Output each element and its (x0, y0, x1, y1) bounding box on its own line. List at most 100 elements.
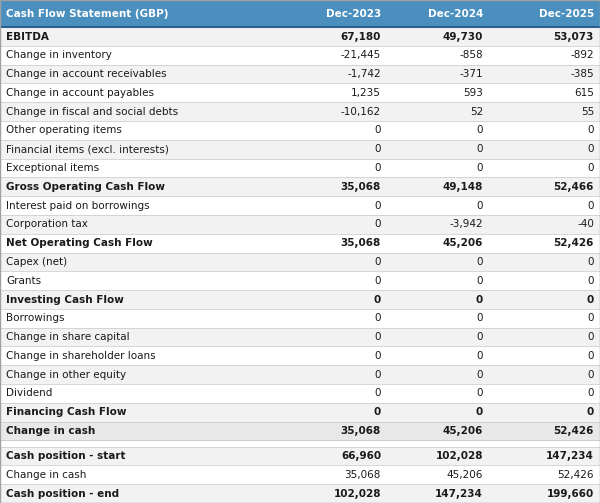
Bar (0, 158, 600, 178)
Text: 45,206: 45,206 (443, 426, 483, 436)
Text: EBITDA: EBITDA (6, 32, 49, 42)
Text: 0: 0 (374, 294, 381, 304)
Text: Change in fiscal and social debts: Change in fiscal and social debts (6, 107, 178, 117)
Bar (0, 215, 600, 234)
Text: Other operating items: Other operating items (6, 125, 122, 135)
Bar (0, 65, 600, 83)
Bar (0, 403, 600, 422)
Bar (0, 290, 600, 309)
Bar (0, 83, 600, 102)
Text: 0: 0 (374, 351, 381, 361)
Text: 0: 0 (374, 125, 381, 135)
Text: 52,426: 52,426 (554, 426, 594, 436)
Text: 35,068: 35,068 (344, 470, 381, 480)
Text: Cash position - end: Cash position - end (6, 488, 119, 498)
Text: 0: 0 (587, 351, 594, 361)
Text: 45,206: 45,206 (443, 238, 483, 248)
Bar (0, 271, 600, 290)
Text: Financial items (excl. interests): Financial items (excl. interests) (6, 144, 169, 154)
Text: Capex (net): Capex (net) (6, 257, 67, 267)
Text: Change in share capital: Change in share capital (6, 332, 130, 342)
Text: 0: 0 (476, 370, 483, 380)
Text: 199,660: 199,660 (547, 488, 594, 498)
Text: 0: 0 (587, 388, 594, 398)
Text: 49,730: 49,730 (443, 32, 483, 42)
Text: 45,206: 45,206 (446, 470, 483, 480)
Bar (0, 0, 600, 27)
Text: 0: 0 (374, 332, 381, 342)
Text: Change in cash: Change in cash (6, 426, 95, 436)
Bar (0, 365, 600, 384)
Text: Dec-2025: Dec-2025 (539, 9, 594, 19)
Text: Gross Operating Cash Flow: Gross Operating Cash Flow (6, 182, 165, 192)
Text: 0: 0 (374, 163, 381, 173)
Text: -371: -371 (460, 69, 483, 79)
Text: 0: 0 (374, 219, 381, 229)
Text: 0: 0 (587, 294, 594, 304)
Text: -1,742: -1,742 (347, 69, 381, 79)
Text: Change in inventory: Change in inventory (6, 50, 112, 60)
Bar (0, 441, 600, 447)
Text: 0: 0 (374, 407, 381, 417)
Text: Cash position - start: Cash position - start (6, 451, 125, 461)
Text: Change in account receivables: Change in account receivables (6, 69, 167, 79)
Text: 0: 0 (374, 144, 381, 154)
Text: 0: 0 (374, 388, 381, 398)
Bar (0, 234, 600, 253)
Bar (0, 384, 600, 403)
Text: 66,960: 66,960 (341, 451, 381, 461)
Text: Net Operating Cash Flow: Net Operating Cash Flow (6, 238, 153, 248)
Text: 0: 0 (587, 370, 594, 380)
Text: Dividend: Dividend (6, 388, 52, 398)
Text: 0: 0 (587, 163, 594, 173)
Text: 0: 0 (587, 125, 594, 135)
Text: Dec-2023: Dec-2023 (326, 9, 381, 19)
Text: Change in shareholder loans: Change in shareholder loans (6, 351, 155, 361)
Text: 52: 52 (470, 107, 483, 117)
Text: 0: 0 (476, 294, 483, 304)
Text: 0: 0 (476, 388, 483, 398)
Text: Borrowings: Borrowings (6, 313, 65, 323)
Bar (0, 465, 600, 484)
Text: 147,234: 147,234 (435, 488, 483, 498)
Text: 0: 0 (476, 407, 483, 417)
Text: -3,942: -3,942 (449, 219, 483, 229)
Text: Corporation tax: Corporation tax (6, 219, 88, 229)
Text: -385: -385 (571, 69, 594, 79)
Text: 0: 0 (374, 370, 381, 380)
Text: 52,466: 52,466 (554, 182, 594, 192)
Text: 0: 0 (587, 276, 594, 286)
Text: 53,073: 53,073 (554, 32, 594, 42)
Text: 0: 0 (476, 313, 483, 323)
Text: 147,234: 147,234 (546, 451, 594, 461)
Text: Change in account payables: Change in account payables (6, 88, 154, 98)
Text: 102,028: 102,028 (334, 488, 381, 498)
Text: 52,426: 52,426 (557, 470, 594, 480)
Bar (0, 422, 600, 441)
Text: Change in other equity: Change in other equity (6, 370, 126, 380)
Text: 0: 0 (374, 276, 381, 286)
Text: 0: 0 (587, 313, 594, 323)
Text: Dec-2024: Dec-2024 (428, 9, 483, 19)
Bar (0, 347, 600, 365)
Text: 0: 0 (374, 313, 381, 323)
Bar (0, 27, 600, 46)
Text: 0: 0 (476, 332, 483, 342)
Bar (0, 309, 600, 327)
Text: 49,148: 49,148 (443, 182, 483, 192)
Text: 593: 593 (463, 88, 483, 98)
Bar (0, 121, 600, 140)
Text: 102,028: 102,028 (436, 451, 483, 461)
Text: -21,445: -21,445 (341, 50, 381, 60)
Text: 0: 0 (374, 201, 381, 211)
Bar (0, 484, 600, 503)
Text: 0: 0 (476, 351, 483, 361)
Text: 52,426: 52,426 (554, 238, 594, 248)
Text: 0: 0 (476, 125, 483, 135)
Text: Investing Cash Flow: Investing Cash Flow (6, 294, 124, 304)
Text: 1,235: 1,235 (351, 88, 381, 98)
Text: Grants: Grants (6, 276, 41, 286)
Text: Exceptional items: Exceptional items (6, 163, 99, 173)
Text: 55: 55 (581, 107, 594, 117)
Text: 0: 0 (587, 257, 594, 267)
